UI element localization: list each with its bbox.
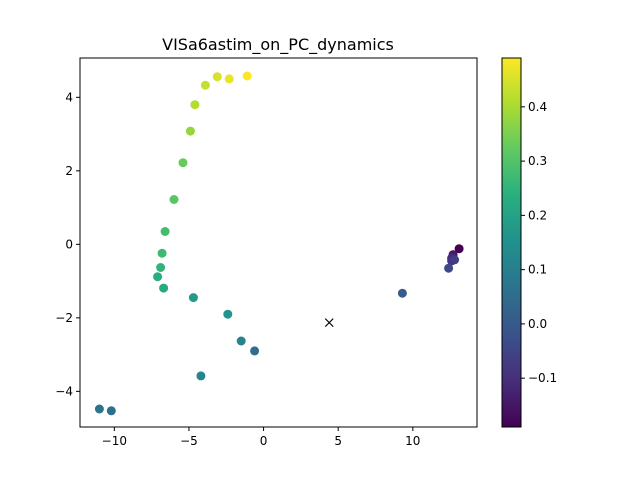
x-marker bbox=[324, 318, 334, 328]
x-tick-label: 0 bbox=[260, 434, 268, 448]
scatter-point bbox=[157, 248, 167, 258]
colorbar-tick-label: 0.3 bbox=[528, 154, 547, 168]
colorbar-tick-label: 0.2 bbox=[528, 208, 547, 222]
y-tick-label: 0 bbox=[65, 237, 73, 251]
scatter-point bbox=[169, 195, 179, 204]
scatter-point bbox=[200, 80, 210, 90]
scatter-point bbox=[160, 227, 170, 236]
scatter-point bbox=[223, 309, 233, 319]
x-tick-label: −10 bbox=[102, 434, 127, 448]
scatter-point bbox=[156, 263, 166, 272]
plot-area bbox=[79, 57, 478, 428]
y-tick-label: −2 bbox=[55, 311, 73, 325]
scatter-point bbox=[242, 71, 252, 81]
x-tick-label: −5 bbox=[180, 434, 198, 448]
x-tick-label: 10 bbox=[405, 434, 420, 448]
scatter-point bbox=[450, 255, 460, 265]
scatter-point bbox=[454, 244, 464, 254]
colorbar-ticks: −0.1 0.0 0.1 0.2 0.3 0.4 bbox=[521, 100, 557, 385]
scatter-point bbox=[190, 100, 200, 110]
scatter-point bbox=[397, 288, 407, 298]
plot-frame bbox=[79, 57, 478, 428]
scatter-point bbox=[444, 263, 454, 273]
colorbar: −0.1 0.0 0.1 0.2 0.3 0.4 bbox=[501, 57, 557, 428]
scatter-point bbox=[236, 336, 246, 346]
y-tick-label: 2 bbox=[65, 164, 73, 178]
y-tick-label: 4 bbox=[65, 90, 73, 104]
colorbar-frame bbox=[501, 57, 522, 428]
x-axis: −10 −5 0 5 10 bbox=[102, 427, 420, 448]
scatter-point bbox=[106, 406, 116, 416]
colorbar-tick-label: 0.4 bbox=[528, 100, 547, 114]
colorbar-tick-label: 0.1 bbox=[528, 263, 547, 277]
y-tick-label: −4 bbox=[55, 384, 73, 398]
y-axis: −4 −2 0 2 4 bbox=[55, 90, 80, 398]
scatter-point bbox=[178, 158, 188, 168]
chart-title: VISa6astim_on_PC_dynamics bbox=[162, 35, 394, 55]
colorbar-gradient bbox=[502, 58, 521, 427]
scatter-point bbox=[196, 371, 206, 381]
colorbar-tick-label: −0.1 bbox=[528, 371, 557, 385]
scatter-point bbox=[250, 346, 260, 356]
x-tick-label: 5 bbox=[334, 434, 342, 448]
scatter-point bbox=[212, 72, 222, 82]
scatter-point bbox=[153, 272, 163, 282]
scatter-point bbox=[188, 293, 198, 303]
scatter-point bbox=[224, 74, 234, 84]
scatter-point bbox=[185, 126, 195, 136]
scatter-point bbox=[94, 404, 104, 414]
colorbar-tick-label: 0.0 bbox=[528, 317, 547, 331]
scatter-point bbox=[159, 283, 169, 293]
